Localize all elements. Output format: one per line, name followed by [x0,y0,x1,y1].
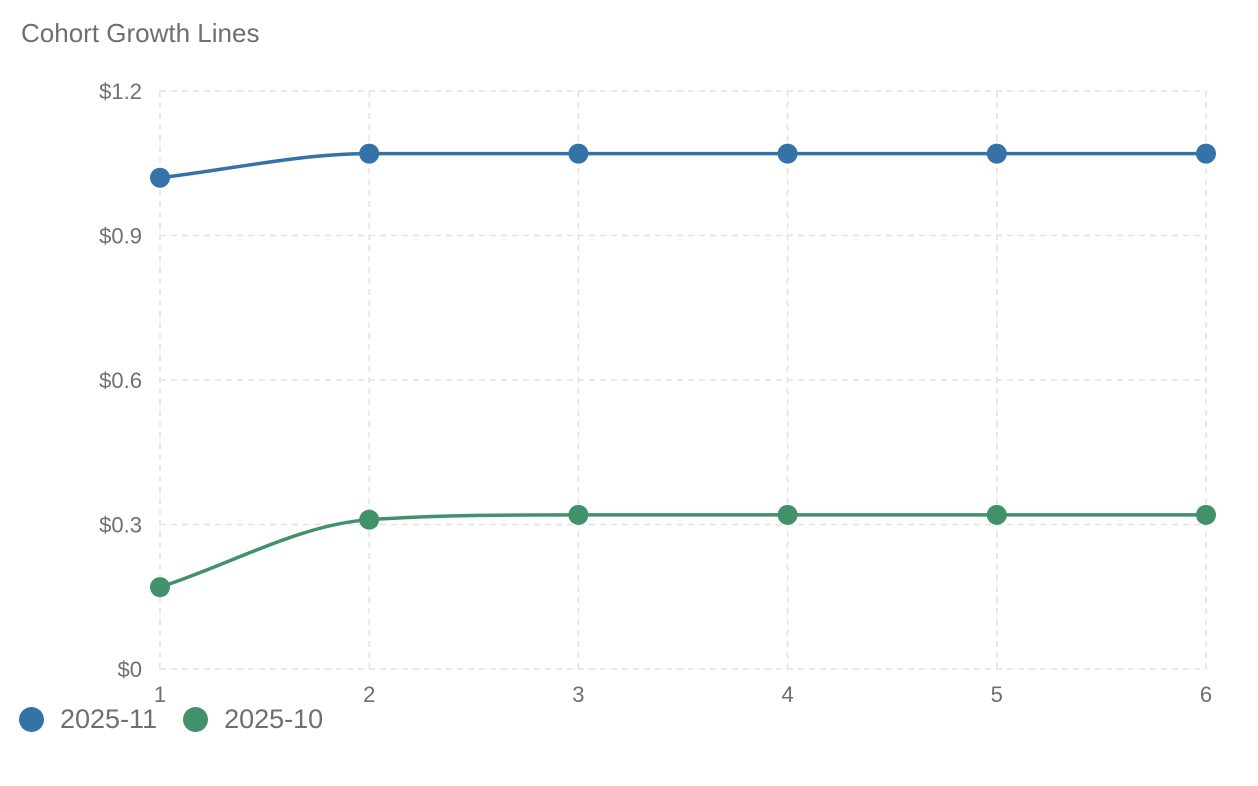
data-point-series-1-3[interactable] [777,504,798,525]
x-tick-label: 3 [572,682,584,707]
series-line-1 [159,513,1206,589]
x-tick-label: 6 [1200,682,1212,707]
y-tick-label: $0 [118,657,142,682]
legend-label-0: 2025-11 [60,704,158,734]
x-tick-label: 1 [154,682,166,707]
legend-swatch-1 [183,707,209,732]
data-point-series-1-2[interactable] [568,504,589,525]
series-points [150,143,1216,598]
x-tick-label: 2 [363,682,375,707]
grid-lines [159,90,1207,670]
x-tick-label: 5 [991,682,1003,707]
series-line-0 [159,151,1207,180]
axis-tick-labels: $0 $0.3 $0.6 $0.9 $1.2 1 2 3 4 5 6 [99,79,1212,707]
data-point-series-0-3[interactable] [777,143,798,164]
y-tick-label: $0.3 [99,513,142,538]
legend-item-series-0[interactable]: 2025-11 [19,704,157,735]
data-point-series-0-1[interactable] [359,143,380,164]
series-lines [159,151,1207,589]
data-point-series-1-1[interactable] [359,509,380,530]
legend-swatch-0 [19,707,44,732]
y-tick-label: $1.2 [99,79,142,104]
data-point-series-0-2[interactable] [568,143,589,164]
data-point-series-0-4[interactable] [986,143,1007,164]
y-tick-label: $0.6 [99,368,142,393]
data-point-series-0-5[interactable] [1196,143,1216,164]
data-point-series-1-0[interactable] [150,577,170,598]
x-tick-label: 4 [781,682,793,707]
legend-item-series-1[interactable]: 2025-10 [183,704,323,735]
chart-title: Cohort Growth Lines [21,18,260,48]
data-point-series-0-0[interactable] [150,167,170,188]
y-tick-label: $0.9 [99,224,142,249]
data-point-series-1-5[interactable] [1196,504,1216,525]
legend: 2025-11 2025-10 [19,704,349,735]
legend-label-1: 2025-10 [224,704,324,734]
data-point-series-1-4[interactable] [986,504,1007,525]
